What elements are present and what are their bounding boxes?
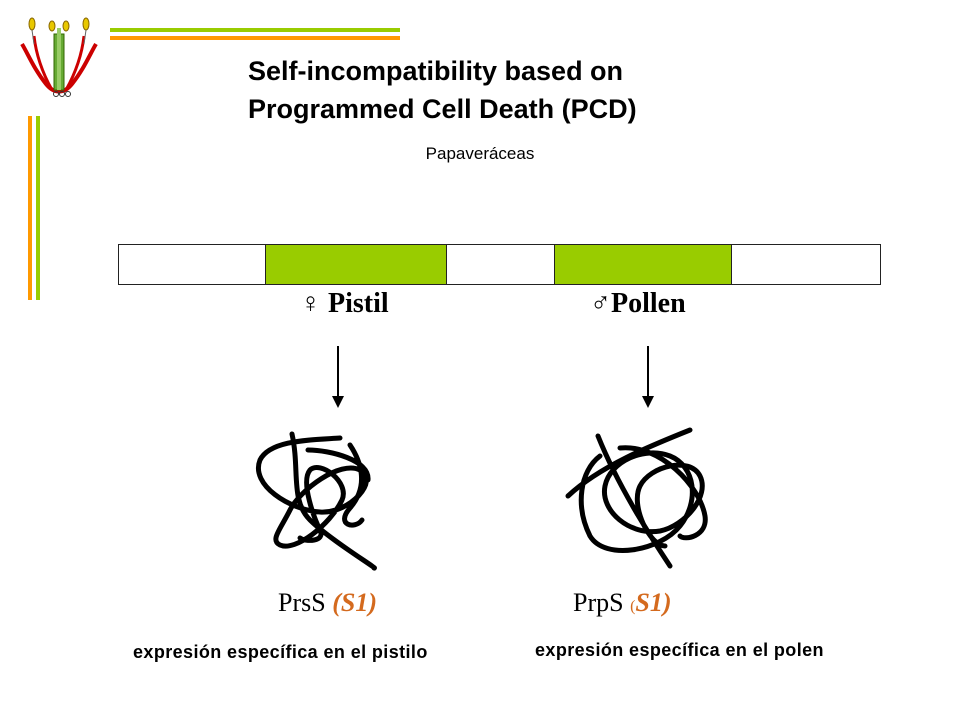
pistil-label-text: Pistil (328, 288, 389, 319)
pollen-label: ♂Pollen (590, 288, 686, 320)
pollen-allele-close: ) (662, 588, 672, 617)
top-green-line (110, 28, 400, 32)
pollen-protein-name: PrpS (S1) (573, 588, 672, 618)
tangled-protein-icon (255, 431, 377, 571)
bar-segment-pollen-gene (554, 244, 732, 285)
left-green-line (36, 116, 40, 300)
pollen-expression-text: expresión específica en el polen (535, 640, 824, 660)
top-orange-line (110, 36, 400, 40)
pollen-protein: PrpS (573, 588, 624, 617)
pistil-protein: PrsS (278, 588, 326, 617)
pistil-allele-close: ) (368, 588, 378, 617)
pistil-protein-name: PrsS (S1) (278, 588, 377, 618)
title-line-1: Self-incompatibility based on (248, 56, 624, 86)
bar-segment-intergenic-2 (446, 244, 555, 285)
title-line-2: Programmed Cell Death (PCD) (248, 94, 637, 124)
bar-segment-pistil-gene (265, 244, 447, 285)
pistil-allele-open: ( (332, 588, 341, 617)
pollen-allele: S1 (635, 588, 663, 617)
down-arrow-icon (332, 346, 344, 408)
pistil-label: ♀ Pistil (300, 288, 389, 320)
pollen-label-text: Pollen (611, 288, 686, 319)
down-arrow-icon (642, 346, 654, 408)
pistil-expression-text: expresión específica en el pistilo (133, 642, 428, 662)
female-symbol-icon: ♀ (300, 288, 321, 319)
male-symbol-icon: ♂ (590, 288, 611, 319)
pollen-allele-open: ( (630, 598, 636, 615)
flower-logo-icon (20, 17, 98, 97)
subtitle: Papaveráceas (425, 144, 535, 163)
bar-segment-intergenic-1 (118, 244, 266, 285)
bar-segment-intergenic-3 (731, 244, 881, 285)
pistil-allele: S1 (340, 588, 369, 617)
page-title: Self-incompatibility based on Programmed… (248, 52, 637, 128)
left-orange-line (28, 116, 32, 300)
tangled-protein-icon (565, 427, 708, 569)
